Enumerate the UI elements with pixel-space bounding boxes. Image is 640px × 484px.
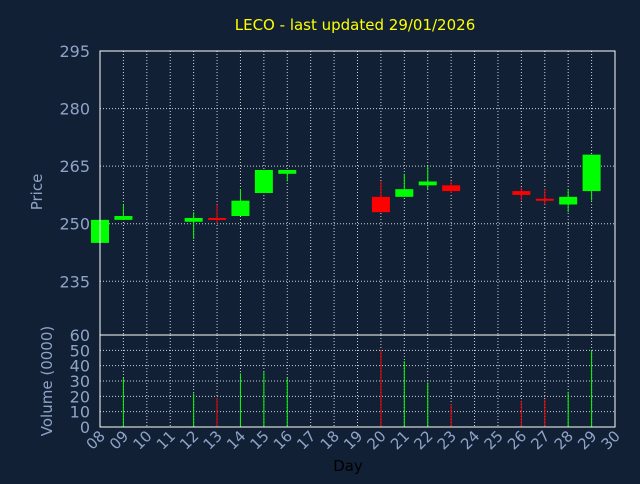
- volume-tick-label: 20: [70, 387, 90, 406]
- candle-body: [208, 217, 227, 220]
- price-tick-label: 265: [59, 157, 90, 176]
- volume-tick-label: 50: [70, 341, 90, 360]
- candle-body: [254, 169, 273, 193]
- volume-tick-label: 10: [70, 403, 90, 422]
- candle-body: [559, 196, 578, 205]
- candle-body: [582, 154, 601, 192]
- candle-body: [114, 216, 133, 220]
- candle-body: [395, 189, 414, 197]
- candle-body: [442, 185, 461, 192]
- price-tick-label: 295: [59, 42, 90, 61]
- x-axis-label: Day: [333, 457, 363, 475]
- volume-panel: [122, 350, 593, 427]
- price-axis-label: Price: [28, 174, 46, 211]
- price-panel: [91, 154, 601, 243]
- volume-axis-label: Volume (0000): [38, 326, 56, 436]
- price-tick-label: 235: [59, 272, 90, 291]
- volume-tick-label: 0: [80, 418, 90, 437]
- price-tick-label: 280: [59, 100, 90, 119]
- grid-layer: [100, 51, 615, 427]
- volume-tick-label: 60: [70, 326, 90, 345]
- volume-tick-label: 30: [70, 372, 90, 391]
- price-tick-label: 250: [59, 215, 90, 234]
- candle-body: [535, 198, 554, 201]
- volume-plot-frame: [99, 334, 616, 428]
- candle-body: [184, 217, 203, 222]
- candle-body: [512, 191, 531, 195]
- candle-body: [371, 196, 390, 213]
- candle-body: [418, 181, 437, 186]
- volume-tick-label: 40: [70, 357, 90, 376]
- candle-body: [278, 169, 297, 174]
- candle-body: [231, 200, 250, 217]
- chart-title: LECO - last updated 29/01/2026: [235, 16, 475, 34]
